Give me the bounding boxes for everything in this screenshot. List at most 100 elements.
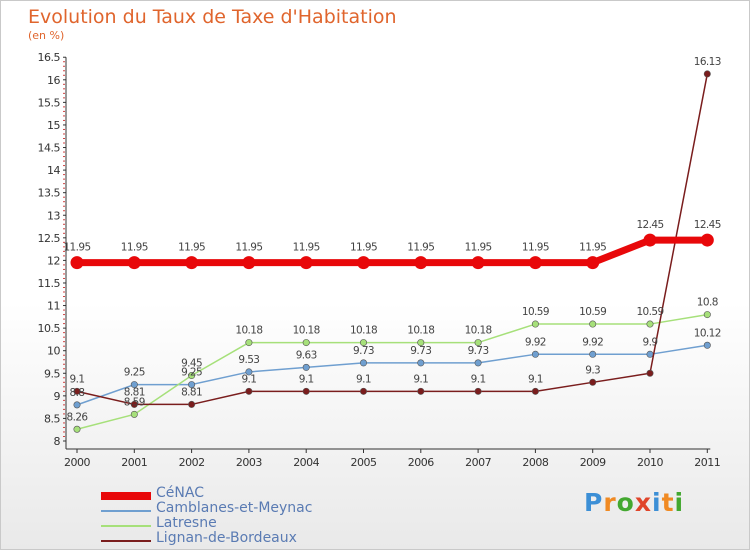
data-label: 9.1	[413, 373, 428, 385]
data-label: 11.95	[407, 242, 434, 254]
data-label: 12.45	[694, 219, 721, 231]
legend-swatch	[101, 525, 151, 527]
data-label: 11.95	[235, 242, 262, 254]
data-label: 11.95	[579, 242, 606, 254]
x-tick-label: 2010	[637, 456, 663, 469]
data-label: 9.3	[585, 364, 600, 376]
data-point	[70, 256, 84, 270]
y-tick-label: 16	[47, 74, 60, 87]
logo-letter: o	[616, 488, 635, 517]
data-label: 16.13	[694, 56, 721, 68]
data-label: 11.95	[350, 242, 377, 254]
legend-label: Latresne	[156, 515, 217, 531]
data-point	[586, 256, 600, 270]
data-point	[188, 372, 196, 380]
data-label: 10.18	[465, 325, 492, 337]
logo-letter: x	[634, 488, 652, 517]
x-tick-label: 2006	[408, 456, 434, 469]
data-point	[531, 387, 539, 395]
data-point	[531, 350, 539, 358]
x-tick-label: 2004	[293, 456, 319, 469]
x-tick-label: 2008	[522, 456, 548, 469]
data-point	[417, 339, 425, 347]
y-tick-label: 8	[54, 435, 61, 448]
data-label: 11.95	[178, 242, 205, 254]
data-label: 8.8	[70, 387, 85, 399]
series-line	[76, 344, 708, 406]
data-point	[646, 320, 654, 328]
legend-label: Lignan-de-Bordeaux	[156, 530, 297, 546]
x-tick-label: 2001	[121, 456, 147, 469]
chart-series	[70, 70, 714, 433]
data-label: 11.95	[522, 242, 549, 254]
data-label: 10.18	[235, 325, 262, 337]
data-point	[528, 256, 542, 270]
chart-title: Evolution du Taux de Taxe d'Habitation	[28, 6, 397, 28]
data-point	[188, 381, 196, 389]
data-point	[589, 378, 597, 386]
data-label: 9.73	[468, 345, 489, 357]
data-point	[589, 320, 597, 328]
data-point	[130, 381, 138, 389]
legend-swatch	[101, 510, 151, 512]
data-point	[589, 350, 597, 358]
series-line	[76, 313, 708, 430]
y-tick-label: 13.5	[38, 187, 61, 200]
data-label: 10.18	[350, 325, 377, 337]
data-label: 8.59	[124, 396, 145, 408]
y-tick-label: 13	[47, 209, 60, 222]
chart-unit-label: (en %)	[28, 29, 65, 42]
y-tick-label: 11	[47, 300, 60, 313]
data-label: 9.25	[124, 367, 145, 379]
data-point	[245, 387, 253, 395]
data-label: 8.26	[67, 411, 89, 423]
data-point	[417, 359, 425, 367]
data-label: 10.59	[636, 306, 663, 318]
data-point	[302, 387, 310, 395]
data-point	[302, 363, 310, 371]
data-label: 9.92	[582, 336, 603, 348]
data-point	[185, 256, 199, 270]
x-tick-label: 2000	[64, 456, 90, 469]
data-label: 9.45	[181, 358, 202, 370]
data-point	[302, 339, 310, 347]
y-tick-label: 15.5	[38, 96, 61, 109]
data-point	[703, 311, 711, 319]
data-label: 9.1	[241, 373, 256, 385]
y-tick-label: 16.5	[38, 51, 61, 64]
data-point	[474, 359, 482, 367]
legend-swatch	[101, 492, 151, 500]
y-tick-label: 12	[47, 254, 60, 267]
y-tick-label: 15	[47, 119, 60, 132]
logo-letter: i	[674, 488, 685, 517]
data-label: 11.95	[63, 242, 90, 254]
y-tick-label: 11.5	[38, 277, 61, 290]
data-point	[245, 368, 253, 376]
data-label: 8.81	[124, 386, 145, 398]
data-label: 12.45	[636, 219, 663, 231]
data-label: 9.73	[353, 345, 374, 357]
data-point	[359, 339, 367, 347]
data-point	[127, 256, 141, 270]
data-label: 10.8	[697, 297, 718, 309]
data-point	[531, 320, 539, 328]
y-tick-label: 14	[47, 164, 60, 177]
y-tick-label: 12.5	[38, 232, 61, 245]
data-label: 9.1	[471, 373, 486, 385]
data-point	[245, 339, 253, 347]
data-label: 11.95	[465, 242, 492, 254]
proxiti-logo: Proxiti	[584, 488, 684, 517]
logo-letter: i	[652, 488, 662, 517]
x-tick-label: 2003	[236, 456, 262, 469]
data-label: 9.53	[238, 354, 259, 366]
data-label: 9.1	[528, 373, 543, 385]
data-point	[700, 233, 714, 247]
data-label: 9.9	[643, 336, 658, 348]
data-label: 9.73	[410, 345, 431, 357]
data-label: 10.12	[694, 327, 721, 339]
data-label: 10.18	[407, 325, 434, 337]
data-point	[474, 339, 482, 347]
data-label: 10.59	[579, 306, 606, 318]
data-point	[703, 70, 711, 78]
y-tick-label: 10.5	[38, 322, 61, 335]
